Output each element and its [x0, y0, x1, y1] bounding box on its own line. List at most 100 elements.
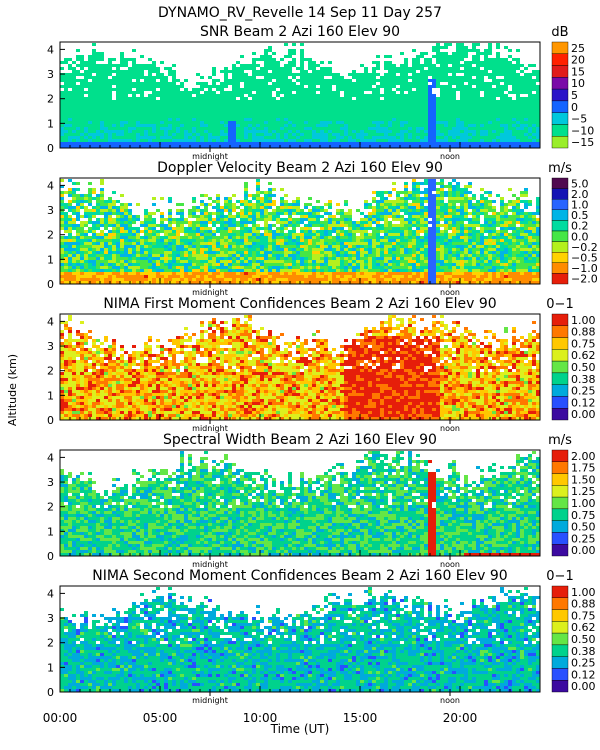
colorbar-swatch	[551, 508, 569, 521]
colorbar-label: −5	[571, 113, 587, 126]
colorbar-label: −2.0	[571, 273, 598, 286]
y-tick-label: 3	[47, 68, 54, 81]
colorbar-units: 0−1	[546, 569, 573, 584]
colorbar-swatch	[551, 220, 569, 232]
colorbar-label: 2.00	[571, 450, 596, 463]
colorbar-label: 0.25	[571, 657, 596, 670]
colorbar-swatch	[551, 496, 569, 510]
colorbar-swatch	[551, 241, 569, 253]
colorbar-swatch	[551, 621, 569, 634]
colorbar-swatch	[551, 408, 569, 421]
x-tick-label: 10:00	[243, 711, 278, 725]
colorbar-swatch	[551, 77, 569, 90]
colorbar-label: 10	[571, 77, 585, 90]
colorbar-swatch	[551, 230, 569, 242]
colorbar-swatch	[551, 136, 569, 149]
colorbar-swatch	[551, 372, 569, 385]
y-tick-label: 0	[47, 414, 54, 427]
panel-5: NIMA Second Moment Confidences Beam 2 Az…	[47, 568, 596, 705]
x-tick-label: 00:00	[43, 711, 78, 725]
colorbar-label: 0.88	[571, 598, 596, 611]
colorbar-label: 1.00	[571, 586, 596, 599]
panel-title: Spectral Width Beam 2 Azi 160 Elev 90	[163, 432, 437, 448]
colorbar-swatch	[551, 585, 569, 598]
colorbar-label: 1.0	[571, 199, 589, 212]
colorbar-label: 0.00	[571, 544, 596, 557]
y-tick-label: 3	[47, 612, 54, 625]
colorbar-label: 0.62	[571, 621, 596, 634]
panel-1: SNR Beam 2 Azi 160 Elev 90 dB 0 1 2 3 4 midnigh…	[47, 24, 594, 161]
colorbar-swatch	[551, 396, 569, 409]
y-tick-label: 2	[47, 365, 54, 378]
colorbar-swatch	[551, 597, 569, 610]
midnight-marker-label: midnight	[192, 424, 228, 433]
colorbar-label: 0.75	[571, 609, 596, 622]
colorbar-label: 0.2	[571, 220, 589, 233]
colorbar-swatch	[551, 349, 569, 362]
panel-title: NIMA First Moment Confidences Beam 2 Azi…	[103, 296, 496, 312]
colorbar-swatch	[551, 88, 569, 102]
y-tick-label: 1	[47, 389, 54, 402]
field-texture	[60, 587, 540, 692]
panel-4: Spectral Width Beam 2 Azi 160 Elev 90 m/s…	[47, 432, 596, 569]
colorbar-label: 0.12	[571, 668, 596, 681]
colorbar-label: 0.5	[571, 209, 589, 222]
y-tick-label: 1	[47, 253, 54, 266]
colorbar-swatch	[551, 532, 569, 545]
colorbar-label: 0.25	[571, 385, 596, 398]
colorbar-label: 0.0	[571, 230, 589, 243]
colorbar-swatch	[551, 251, 569, 263]
colorbar-swatch	[551, 461, 569, 474]
colorbar-label: 2.0	[571, 188, 589, 201]
colorbar-swatch	[551, 656, 569, 669]
field-texture	[60, 315, 540, 420]
y-tick-label: 4	[47, 587, 54, 600]
colorbar-label: 0.25	[571, 532, 596, 545]
colorbar-label: 0.50	[571, 521, 596, 534]
colorbar-swatch	[551, 313, 569, 326]
colorbar-swatch	[551, 449, 569, 462]
colorbar-label: 0.88	[571, 326, 596, 339]
colorbar-swatch	[551, 124, 569, 137]
colorbar-swatch	[551, 112, 569, 125]
y-axis-label: Altitude (km)	[6, 354, 19, 426]
colorbar-swatch	[551, 198, 569, 210]
y-tick-label: 0	[47, 550, 54, 563]
noon-marker-label: noon	[440, 152, 460, 161]
colorbar-units: m/s	[548, 161, 572, 176]
colorbar-label: 5.0	[571, 177, 589, 190]
y-tick-label: 4	[47, 451, 54, 464]
colorbar-swatch	[551, 473, 569, 486]
midnight-marker-label: midnight	[192, 696, 228, 705]
colorbar-label: 15	[571, 65, 585, 78]
y-tick-label: 2	[47, 637, 54, 650]
colorbar-swatch	[551, 177, 569, 189]
field-texture	[60, 43, 540, 148]
field-texture	[60, 179, 540, 284]
y-tick-label: 2	[47, 93, 54, 106]
colorbar-label: 25	[571, 42, 585, 55]
noon-marker-label: noon	[440, 696, 460, 705]
colorbar-units: m/s	[548, 433, 572, 448]
y-tick-label: 1	[47, 525, 54, 538]
y-tick-label: 1	[47, 117, 54, 130]
y-tick-label: 3	[47, 476, 54, 489]
colorbar-swatch	[551, 262, 569, 274]
colorbar-swatch	[551, 680, 569, 693]
x-tick-label: 05:00	[143, 711, 178, 725]
colorbar-swatch	[551, 360, 569, 374]
colorbar-swatch	[551, 325, 569, 338]
colorbar-swatch	[551, 273, 569, 285]
y-tick-label: 3	[47, 340, 54, 353]
colorbar-swatch	[551, 65, 569, 78]
colorbar-label: 0.75	[571, 509, 596, 522]
colorbar-swatch	[551, 384, 569, 397]
colorbar-label: 1.00	[571, 314, 596, 327]
y-tick-label: 2	[47, 501, 54, 514]
colorbar-swatch	[551, 53, 569, 66]
colorbar-swatch	[551, 544, 569, 557]
panel-2: Doppler Velocity Beam 2 Azi 160 Elev 90 m…	[47, 160, 598, 297]
colorbar-swatch	[551, 644, 569, 657]
field-texture	[60, 451, 540, 556]
